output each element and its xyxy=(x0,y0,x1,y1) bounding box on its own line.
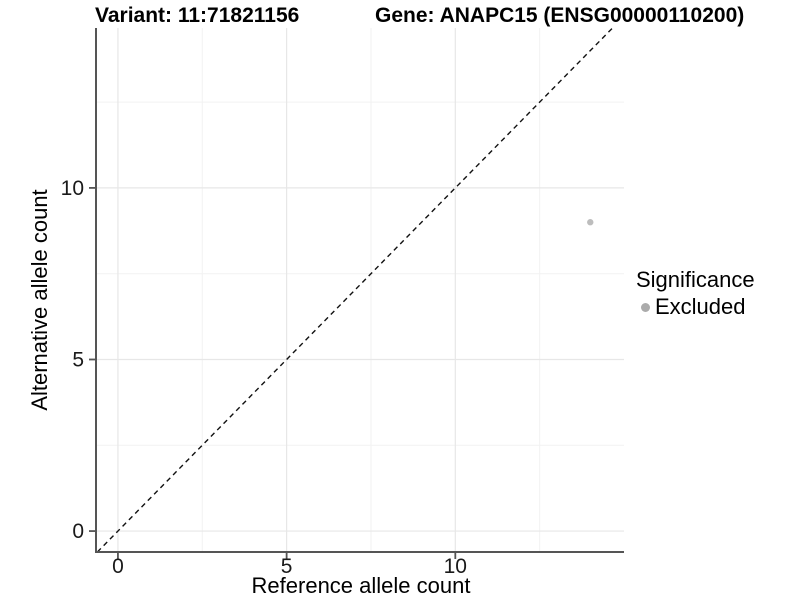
data-point-excluded xyxy=(587,219,594,226)
x-tick-label: 0 xyxy=(112,555,124,578)
legend: Significance Excluded xyxy=(636,267,755,320)
legend-item-excluded: Excluded xyxy=(636,294,755,320)
variant-title: Variant: 11:71821156 xyxy=(95,4,300,27)
y-tick-label: 5 xyxy=(72,348,84,371)
y-tick-label: 10 xyxy=(61,177,84,200)
y-tick-label: 0 xyxy=(72,520,84,543)
legend-key-dot-icon xyxy=(641,302,650,312)
legend-title: Significance xyxy=(636,267,755,292)
gene-title: Gene: ANAPC15 (ENSG00000110200) xyxy=(375,4,745,27)
x-tick-label: 5 xyxy=(281,555,293,578)
identity-reference-line xyxy=(96,27,614,553)
x-tick-label: 10 xyxy=(444,555,467,578)
legend-item-label: Excluded xyxy=(655,294,746,319)
x-axis-title: Reference allele count xyxy=(251,573,471,598)
